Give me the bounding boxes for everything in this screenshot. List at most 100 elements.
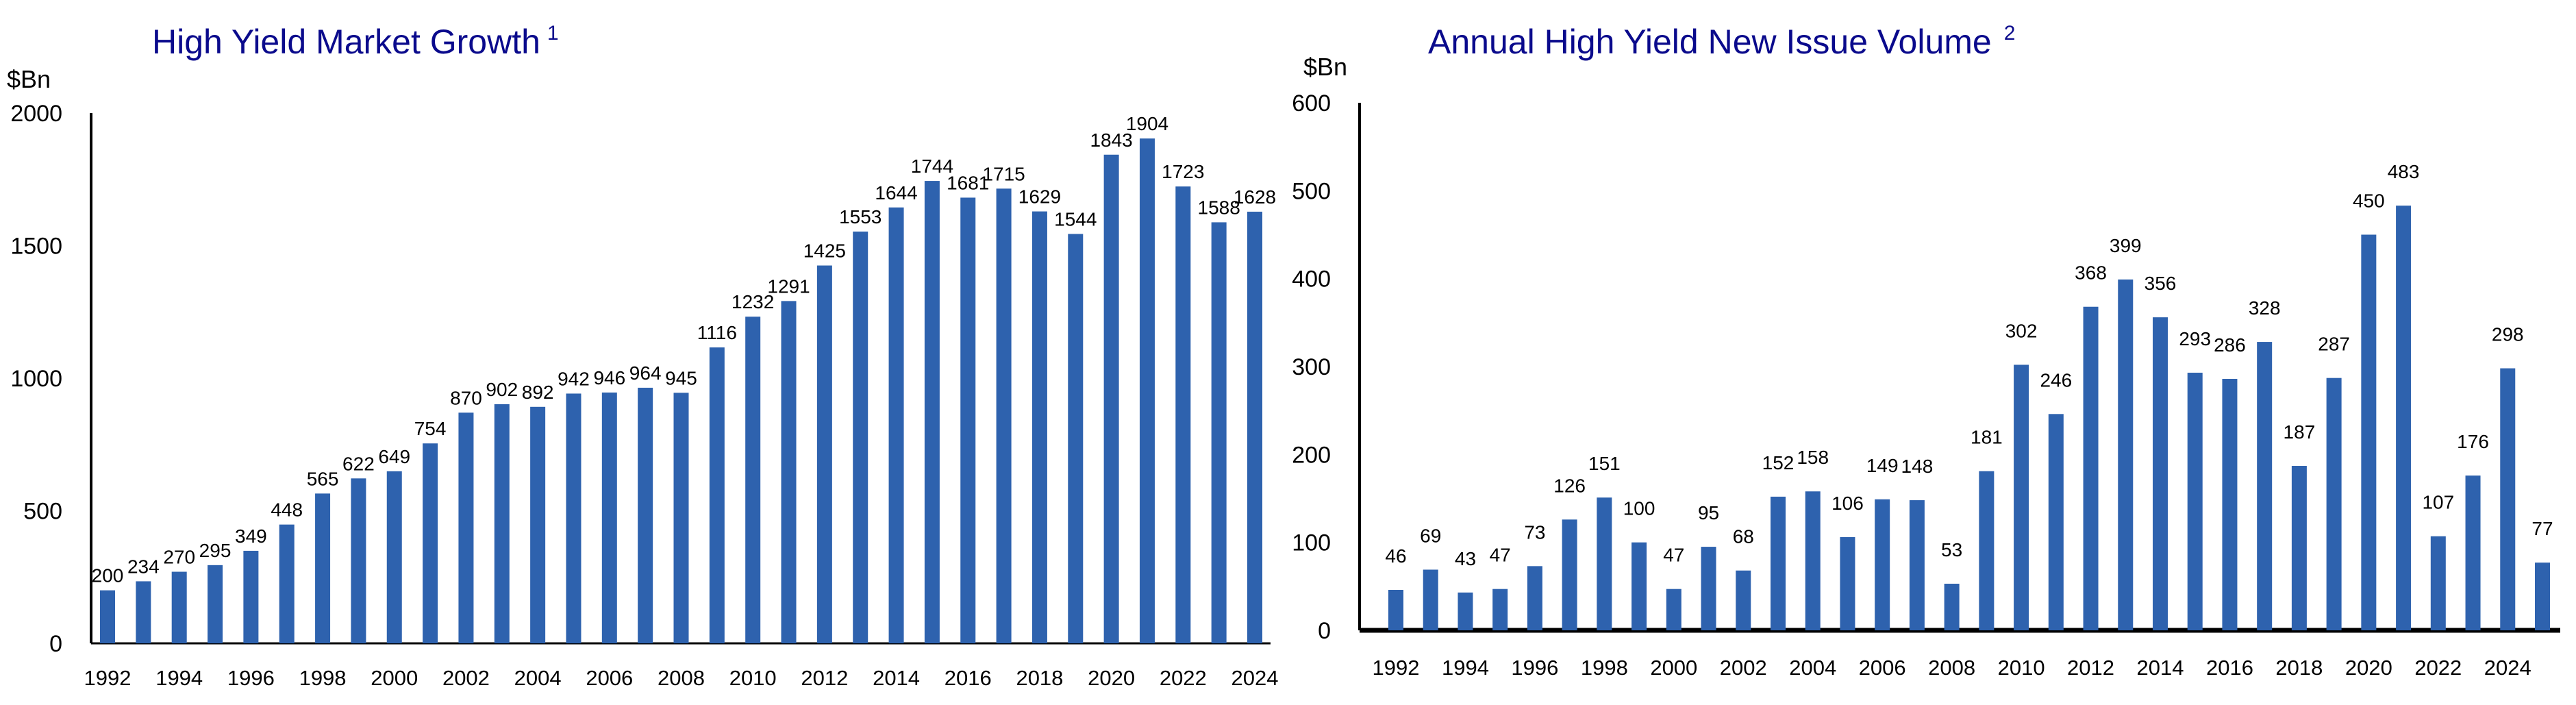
x-tick-label: 1998: [1581, 656, 1628, 680]
chart-title: High Yield Market Growth 1: [152, 22, 559, 61]
x-tick-label: 1994: [155, 666, 203, 690]
x-tick-label: 2008: [1928, 656, 1975, 680]
title-superscript: 1: [547, 22, 559, 45]
x-tick-label: 2012: [801, 666, 848, 690]
data-label-2024: 1628: [1234, 186, 1276, 208]
data-label-1993: 69: [1420, 525, 1441, 546]
bar-1998: [315, 493, 331, 643]
high-yield-market-growth-chart: High Yield Market Growth 1 $Bn 0500100015…: [7, 22, 1278, 690]
data-label-2013: 399: [2110, 235, 2142, 256]
x-tick-label: 1996: [1511, 656, 1558, 680]
bar-1992: [100, 590, 115, 643]
bar-2017: [2257, 342, 2273, 630]
data-label-2005: 106: [1831, 493, 1864, 514]
x-tick-label: 2014: [873, 666, 920, 690]
x-tick-label: 1994: [1442, 656, 1489, 680]
bar-2019: [1068, 234, 1084, 643]
data-label-2019: 287: [2318, 334, 2350, 355]
data-label-2016: 1681: [947, 172, 989, 193]
bar-2009: [1979, 471, 1994, 630]
data-label-2009: 1116: [697, 322, 737, 343]
data-label-2009: 181: [1971, 427, 2003, 448]
y-tick-label: 0: [49, 631, 62, 657]
bar-2003: [1771, 496, 1786, 630]
data-label-2010: 1232: [731, 291, 774, 312]
bar-2024: [1247, 211, 1262, 643]
bar-2004: [530, 406, 546, 643]
x-tick-label: 2014: [2137, 656, 2184, 680]
data-label-2018: 1629: [1018, 186, 1061, 208]
y-tick-label: 100: [1292, 530, 1331, 556]
data-label-1996: 349: [235, 525, 267, 547]
x-tick-label: 2000: [371, 666, 418, 690]
y-tick-label: 200: [1292, 442, 1331, 468]
data-label-1998: 565: [307, 468, 339, 489]
data-label-2023: 176: [2457, 431, 2489, 452]
x-tick-label: 2012: [2067, 656, 2114, 680]
bar-1999: [351, 478, 366, 643]
title-superscript: 2: [2004, 22, 2016, 45]
bar-1992: [1388, 589, 1403, 630]
bar-2014: [2153, 317, 2168, 630]
bar-2000: [386, 471, 402, 643]
bar-2012: [816, 265, 832, 643]
data-label-1997: 448: [271, 499, 303, 521]
bar-2021: [1139, 138, 1155, 644]
bar-2014: [888, 207, 904, 644]
bar-2004: [1805, 491, 1821, 630]
data-label-2020: 1843: [1090, 129, 1132, 151]
data-label-1993: 234: [127, 556, 160, 577]
bar-2001: [1701, 547, 1716, 630]
data-label-2017: 1715: [982, 163, 1025, 184]
bar-2007: [638, 387, 653, 643]
bar-2008: [1944, 583, 1960, 630]
bar-1993: [136, 581, 151, 643]
bar-2020: [1103, 154, 1119, 643]
bar-1995: [1492, 589, 1508, 630]
x-tick-label: 1998: [299, 666, 347, 690]
y-tick-label: 2000: [10, 101, 62, 127]
bar-1997: [1562, 519, 1577, 630]
bar-1995: [208, 565, 223, 643]
bar-2012: [2083, 306, 2099, 630]
bar-2015: [924, 181, 940, 643]
data-label-2019: 1544: [1054, 208, 1097, 230]
data-label-2014: 1644: [875, 182, 917, 203]
bar-2006: [601, 392, 617, 643]
bar-2013: [853, 231, 868, 643]
y-tick-label: 500: [1292, 178, 1331, 204]
x-tick-label: 2020: [2345, 656, 2392, 680]
data-label-2008: 53: [1941, 539, 1962, 560]
data-label-1992: 46: [1385, 545, 1406, 567]
data-label-2021: 1904: [1126, 113, 1168, 134]
y-tick-label: 1500: [10, 234, 62, 260]
x-tick-label: 2024: [1231, 666, 1279, 690]
bar-2020: [2361, 234, 2377, 630]
x-tick-label: 2000: [1650, 656, 1697, 680]
y-axis-label: $Bn: [1303, 53, 1347, 81]
data-label-2013: 1553: [839, 206, 881, 227]
x-tick-label: 1992: [84, 666, 132, 690]
data-label-2002: 68: [1733, 526, 1754, 547]
bar-2005: [566, 393, 582, 643]
bar-2018: [1031, 211, 1047, 643]
bar-2010: [2014, 364, 2029, 630]
x-tick-label: 2002: [442, 666, 490, 690]
bar-2010: [745, 317, 761, 643]
data-label-2003: 152: [1762, 452, 1795, 473]
data-label-1998: 151: [1588, 453, 1621, 474]
data-label-2023: 1588: [1198, 197, 1240, 218]
data-label-2004: 158: [1797, 447, 1829, 468]
data-label-2011: 246: [2040, 369, 2072, 391]
data-label-2022: 1723: [1162, 161, 1204, 182]
data-label-1994: 43: [1455, 548, 1476, 569]
bar-2003: [494, 404, 510, 643]
bar-2019: [2326, 378, 2342, 630]
data-label-2025: 77: [2531, 518, 2553, 539]
data-label-1994: 270: [163, 547, 195, 568]
x-tick-label: 2022: [2414, 656, 2462, 680]
data-label-2018: 187: [2284, 421, 2316, 443]
bar-2018: [2291, 466, 2307, 630]
y-tick-label: 600: [1292, 90, 1331, 116]
